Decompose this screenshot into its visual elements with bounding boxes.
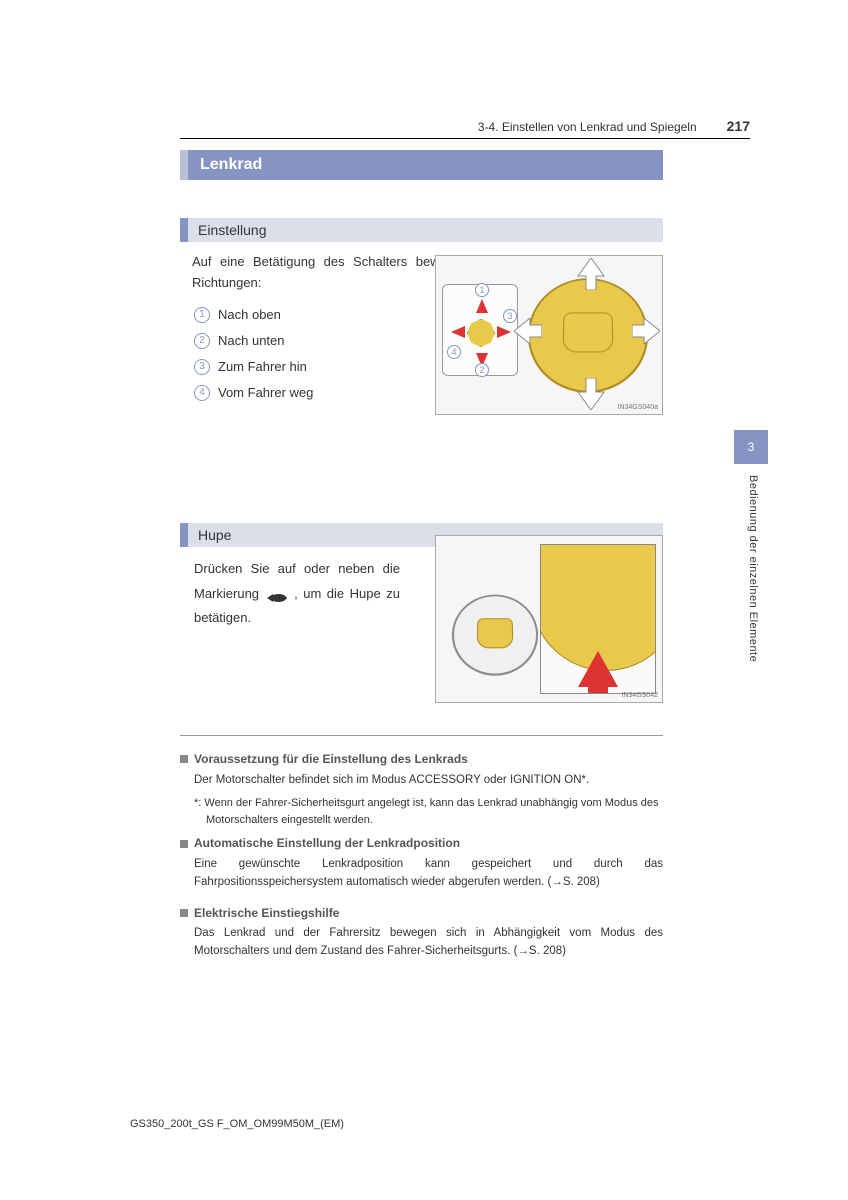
note-body: Das Lenkrad und der Fahrersitz bewegen s…: [180, 922, 663, 967]
switch-box: 1 3 2 4: [442, 284, 518, 376]
item-number-icon: 2: [194, 333, 210, 349]
arrow-left-icon: [451, 326, 465, 338]
item-label: Nach unten: [218, 328, 285, 354]
chapter-tab-label: Bedienung der einzelnen Elemente: [747, 475, 759, 662]
section-hupe: Hupe Drücken Sie auf oder neben die Mark…: [180, 505, 663, 631]
arrow-up-icon: [476, 299, 488, 313]
chapter-tab: 3: [734, 430, 768, 464]
page-header: 3-4. Einstellen von Lenkrad und Spiegeln…: [478, 118, 750, 134]
wheel-arrow-down-icon: [576, 378, 606, 410]
note-body: Der Motorschalter befindet sich im Modus…: [180, 769, 663, 796]
note-body: Eine gewünschte Lenkradposition kann ges…: [180, 853, 663, 898]
callout-4-icon: 4: [447, 345, 461, 359]
section-einstellung: Einstellung Auf eine Betätigung des Scha…: [180, 200, 663, 406]
document-footer: GS350_200t_GS F_OM_OM99M50M_(EM): [130, 1118, 344, 1130]
page-title: Lenkrad: [180, 150, 663, 180]
item-number-icon: 1: [194, 307, 210, 323]
bullet-square-icon: [180, 755, 188, 763]
section-heading: Einstellung: [180, 218, 663, 242]
chapter-label: 3-4. Einstellen von Lenkrad und Spiegeln: [478, 120, 697, 134]
hupe-text: Drücken Sie auf oder neben die Markierun…: [180, 557, 400, 631]
note-asterisk: *: Wenn der Fahrer-Sicherheitsgurt angel…: [180, 795, 663, 828]
figure-steering-adjust: 1 3 2 4 IN34GS040a: [435, 255, 663, 415]
page: 3-4. Einstellen von Lenkrad und Spiegeln…: [0, 0, 848, 1200]
note-heading: Automatische Einstellung der Lenkradposi…: [180, 834, 663, 853]
horn-icon: [265, 588, 289, 600]
item-label: Nach oben: [218, 302, 281, 328]
note-title: Automatische Einstellung der Lenkradposi…: [194, 834, 460, 853]
callout-2-icon: 2: [475, 363, 489, 377]
note-heading: Elektrische Einstiegshilfe: [180, 904, 663, 923]
notes-block: Voraussetzung für die Einstellung des Le…: [180, 735, 663, 967]
item-label: Vom Fahrer weg: [218, 380, 313, 406]
item-label: Zum Fahrer hin: [218, 354, 307, 380]
press-arrow-icon: [578, 651, 618, 687]
wheel-arrow-right-icon: [632, 318, 660, 344]
steering-wheel-small-icon: [450, 595, 541, 676]
arrow-right-icon: [497, 326, 511, 338]
wheel-arrow-up-icon: [576, 258, 606, 290]
header-rule: [180, 138, 750, 139]
chapter-tab-number: 3: [748, 440, 755, 454]
bullet-square-icon: [180, 909, 188, 917]
item-number-icon: 4: [194, 385, 210, 401]
figure-horn: IN34GS042: [435, 535, 663, 703]
callout-1-icon: 1: [475, 283, 489, 297]
switch-knob: [467, 319, 495, 347]
airbag-closeup: [540, 544, 656, 694]
note-heading: Voraussetzung für die Einstellung des Le…: [180, 750, 663, 769]
note-title: Voraussetzung für die Einstellung des Le…: [194, 750, 468, 769]
bullet-square-icon: [180, 840, 188, 848]
figure-label: IN34GS042: [621, 692, 658, 699]
figure-label: IN34GS040a: [618, 404, 658, 411]
item-number-icon: 3: [194, 359, 210, 375]
page-number: 217: [727, 118, 750, 134]
wheel-arrow-left-icon: [514, 318, 542, 344]
note-title: Elektrische Einstiegshilfe: [194, 904, 339, 923]
